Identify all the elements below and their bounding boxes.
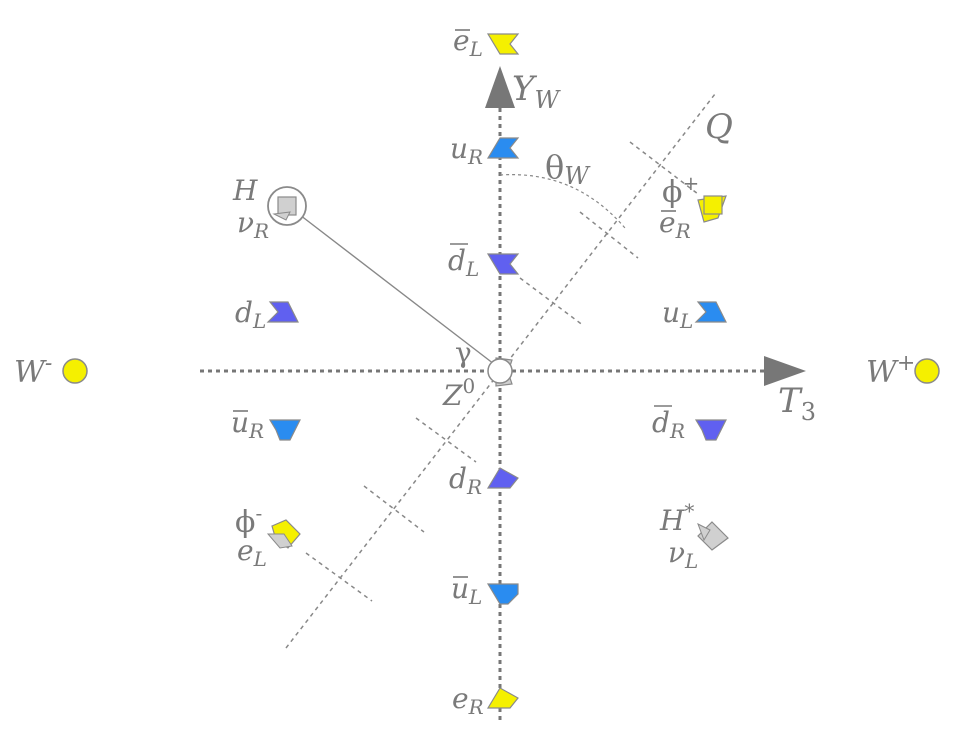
- photon-label: γ: [455, 336, 472, 369]
- higgs-vev-line: [299, 214, 495, 365]
- h-label: H: [232, 174, 258, 207]
- weinberg-angle-label: θW: [545, 148, 591, 190]
- ebar-L-marker: [486, 33, 520, 55]
- e-R-marker: [486, 687, 519, 709]
- w-plus-label: W+: [866, 351, 915, 390]
- w-minus-label: W-: [14, 351, 52, 390]
- q-axis-ticks: [305, 141, 699, 602]
- dbar-R-marker: [694, 419, 727, 441]
- t3-axis-label: T3: [778, 381, 816, 426]
- higgs-labels: H νR ϕ+ ϕ- H* νL: [232, 171, 699, 573]
- ubar-R-label: uR: [231, 406, 264, 443]
- z0-label: Z0: [442, 374, 475, 412]
- ubar-R-marker: [268, 419, 301, 441]
- w-plus-marker: [914, 358, 940, 384]
- w-minus-marker: [62, 358, 88, 384]
- phi-plus-label: ϕ+: [662, 171, 699, 210]
- ebar-R-label: eR: [659, 206, 691, 243]
- d-L-marker: [266, 301, 299, 323]
- e-R-label: eR: [452, 682, 484, 719]
- y-axis-label: YW: [512, 69, 561, 114]
- d-R-marker: [486, 467, 519, 489]
- h-star-label: H*: [659, 499, 694, 537]
- dbar-L-label: dL: [448, 244, 479, 281]
- u-R-label: uR: [450, 132, 483, 169]
- e-L-marker: [266, 533, 293, 549]
- u-L-marker: [694, 301, 727, 323]
- q-axis-label: Q: [705, 107, 733, 147]
- d-R-label: dR: [449, 462, 482, 499]
- ebar-R-marker: [703, 195, 723, 215]
- ubar-L-marker: [486, 583, 519, 605]
- dbar-L-marker: [486, 253, 520, 275]
- d-L-label: dL: [235, 296, 266, 333]
- ebar-L-label: eL: [453, 24, 483, 61]
- nu-R-marker: [272, 211, 291, 221]
- phi-minus-label: ϕ-: [235, 501, 262, 540]
- u-L-label: uL: [662, 296, 693, 333]
- photon-marker: [487, 358, 513, 384]
- u-R-marker: [486, 137, 520, 159]
- particle-labels: eL uR dL dL uL uR dR dR uL eR eL eR: [231, 24, 693, 719]
- dbar-R-label: dR: [652, 406, 685, 443]
- ubar-L-label: uL: [451, 572, 482, 609]
- nu-R-label: νR: [237, 206, 269, 243]
- nu-L-marker: [697, 522, 711, 542]
- e-L-label: eL: [237, 534, 267, 571]
- nu-L-label: νL: [668, 536, 698, 573]
